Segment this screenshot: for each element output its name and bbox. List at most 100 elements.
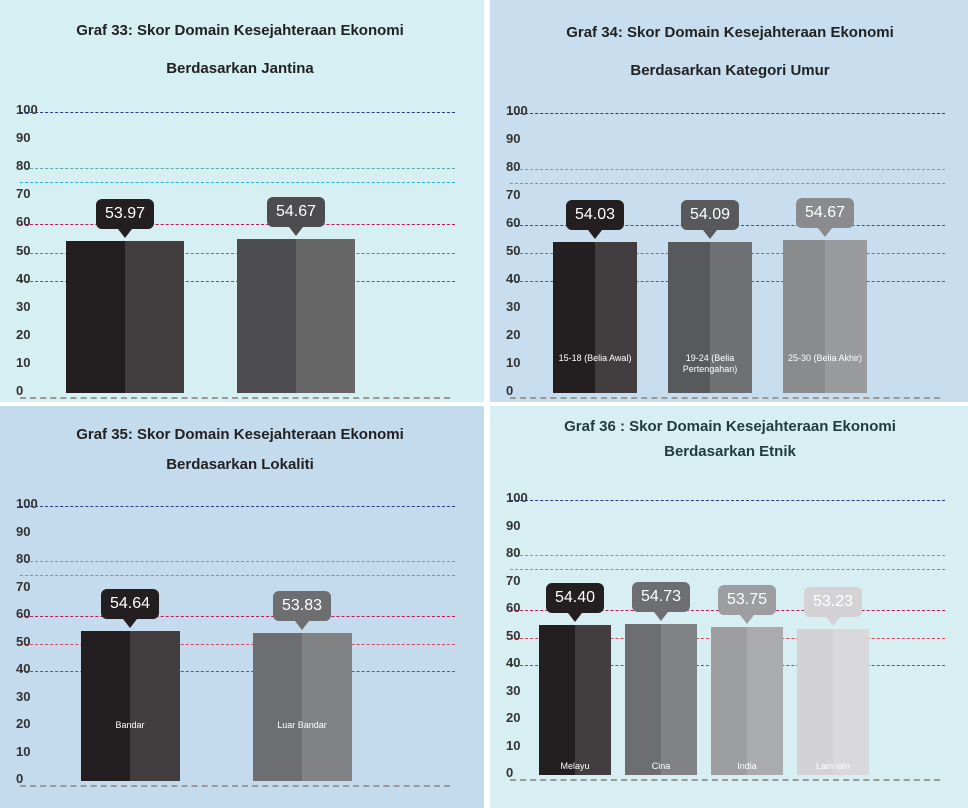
bar [252,632,352,781]
callout-tip [295,620,309,630]
bar [711,627,783,775]
y-tick-label: 30 [506,299,521,314]
y-tick-label: 20 [16,716,31,731]
reference-line [20,671,455,672]
reference-line [20,224,455,226]
bar-shade [825,239,867,393]
y-tick-label: 10 [506,737,521,753]
y-tick-label: 40 [506,655,521,670]
callout-tip [654,612,668,622]
y-tick-label: 20 [506,710,521,725]
y-tick-label: 30 [16,298,31,314]
y-tick-label: 50 [16,242,31,258]
reference-line [510,113,945,114]
y-tick-label: 0 [506,765,514,780]
y-tick-label: 70 [506,187,521,202]
y-tick-label: 80 [16,551,31,566]
bar-shade [595,241,637,393]
y-tick-label: 60 [16,214,31,230]
reference-line [20,506,455,507]
bar [797,628,869,775]
reference-line [20,643,455,645]
reference-line [510,183,945,184]
bar-shade [833,628,869,775]
y-tick-label: 20 [506,327,521,342]
y-tick-label: 50 [16,633,31,649]
chart-title: Graf 33: Skor Domain Kesejahteraan Ekono… [76,22,404,77]
y-tick-label: 80 [506,545,521,560]
value-label: 54.09 [681,199,739,239]
category-label: India [737,761,757,771]
value-label: 53.23 [804,586,862,626]
callout-tip [289,227,303,237]
y-tick-label: 40 [16,270,31,286]
y-tick-label: 100 [16,496,38,511]
baseline [510,779,940,781]
y-tick-label: 40 [506,271,521,286]
chart-title: Graf 36 : Skor Domain Kesejahteraan Ekon… [564,418,896,460]
y-tick-label: 30 [16,688,31,704]
value-label: 54.40 [546,583,604,623]
bar [66,241,184,393]
y-tick-label: 80 [506,159,521,174]
reference-line [20,574,455,576]
bar-shade [125,241,184,393]
y-tick-label: 0 [16,771,24,786]
y-tick-label: 60 [506,600,521,615]
bar-shade [296,239,355,393]
y-tick-label: 70 [16,186,31,202]
bar [783,239,867,393]
callout-tip [588,229,602,239]
bar [553,241,637,393]
y-tick-label: 90 [16,130,31,146]
callout-tip [740,615,754,625]
callout-tip [123,618,137,628]
y-tick-label: 40 [16,661,31,676]
bar [668,241,752,393]
panel: Graf 33: Skor Domain Kesejahteraan Ekono… [0,0,484,402]
y-tick-label: 80 [16,158,31,174]
y-tick-label: 100 [506,490,528,505]
category-label: Luar Bandar [277,720,327,730]
value-label: 54.03 [566,199,624,239]
value-label: 54.67 [796,197,854,237]
chart-title: Graf 35: Skor Domain Kesejahteraan Ekono… [76,426,404,473]
callout-tip [568,613,582,623]
bar-shade [747,627,783,775]
y-tick-label: 0 [16,383,24,398]
y-tick-label: 20 [16,326,31,342]
callout-tip [826,616,840,626]
value-label: 54.67 [267,197,325,237]
y-tick-label: 90 [506,517,521,533]
reference-line [510,500,945,501]
y-tick-label: 50 [506,243,521,258]
callout-tip [818,227,832,237]
reference-line [20,616,455,617]
category-label: 25-30 (Belia Akhir) [787,353,863,363]
bar [80,630,180,781]
panel: Graf 34: Skor Domain Kesejahteraan Ekono… [490,0,968,402]
panel: Graf 35: Skor Domain Kesejahteraan Ekono… [0,406,484,808]
reference-line [510,555,945,556]
reference-line [20,561,455,562]
category-label: Melayu [560,761,590,771]
y-tick-label: 60 [16,606,31,621]
y-tick-label: 10 [506,355,521,370]
value-label: 53.83 [273,590,331,630]
bar-shade [130,630,180,781]
callout-tip [703,229,717,239]
category-label: 19-24 (Belia Pertengahan) [682,353,738,374]
category-label: 15-18 (Belia Awal) [558,353,632,363]
reference-line [20,182,455,184]
y-tick-label: 30 [506,682,521,698]
value-label: 53.75 [718,585,776,625]
y-tick-label: 70 [506,572,521,588]
value-label: 53.97 [96,199,154,239]
y-tick-label: 100 [16,102,38,117]
reference-line [510,568,945,570]
y-tick-label: 50 [506,627,521,643]
baseline [510,397,940,399]
bar [237,239,355,393]
bar-shade [710,241,752,393]
bar-shade [661,624,697,775]
